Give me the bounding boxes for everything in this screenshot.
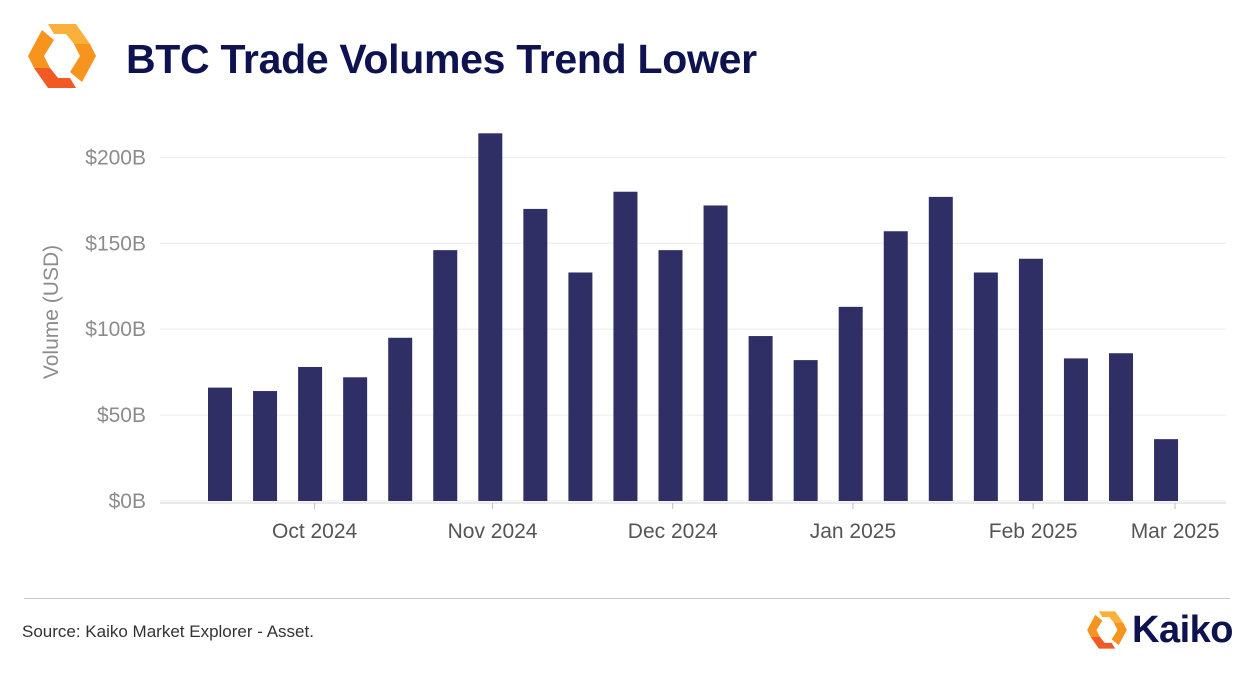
header: BTC Trade Volumes Trend Lower — [0, 0, 1258, 110]
kaiko-logo-icon — [28, 24, 96, 88]
bar — [928, 196, 953, 501]
x-tick-label: Nov 2024 — [448, 520, 538, 543]
y-tick-label: $150B — [85, 232, 146, 255]
kaiko-brand-icon — [1087, 611, 1127, 649]
bar — [568, 272, 593, 501]
bar — [298, 366, 323, 501]
bar — [343, 377, 368, 501]
footer-divider — [24, 598, 1230, 599]
y-axis-title: Volume (USD) — [40, 245, 63, 379]
y-tick-label: $100B — [85, 318, 146, 341]
bar — [478, 133, 503, 501]
y-tick-label: $0B — [109, 490, 146, 513]
x-tick-label: Oct 2024 — [272, 520, 358, 543]
bar-chart: $0B $50B $100B $150B $200B Volume (USD) Oct 20… — [40, 133, 1226, 543]
bar — [208, 387, 232, 501]
x-tick-label: Jan 2025 — [810, 520, 896, 543]
x-tick-label: Mar 2025 — [1131, 520, 1220, 543]
brand-name: Kaiko — [1132, 609, 1233, 651]
bar — [1109, 353, 1133, 501]
source-note: Source: Kaiko Market Explorer - Asset. — [22, 622, 314, 641]
bar — [973, 272, 998, 501]
bar — [253, 391, 278, 501]
bar — [433, 250, 458, 501]
chart-title: BTC Trade Volumes Trend Lower — [126, 36, 757, 82]
bar — [883, 231, 908, 501]
bar — [748, 336, 773, 501]
bar — [388, 337, 413, 501]
x-tick-label: Feb 2025 — [989, 520, 1078, 543]
bar — [658, 250, 683, 501]
bar — [793, 360, 818, 501]
y-tick-label: $200B — [85, 146, 146, 169]
bar — [1063, 358, 1088, 501]
bar — [1018, 258, 1043, 501]
bar — [703, 205, 728, 501]
bar — [613, 191, 638, 501]
bar — [1154, 439, 1179, 501]
x-tick-label: Dec 2024 — [628, 520, 718, 543]
y-tick-label: $50B — [97, 404, 146, 427]
bar — [523, 208, 548, 501]
brand-logo: Kaiko — [1086, 606, 1246, 656]
bar — [838, 306, 863, 501]
